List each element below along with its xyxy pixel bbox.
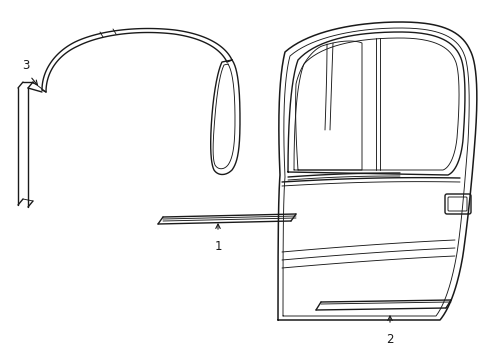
Text: 2: 2 [386,333,393,346]
Text: 1: 1 [214,240,221,253]
FancyBboxPatch shape [447,197,466,211]
Text: 3: 3 [22,59,30,72]
FancyBboxPatch shape [444,194,470,214]
